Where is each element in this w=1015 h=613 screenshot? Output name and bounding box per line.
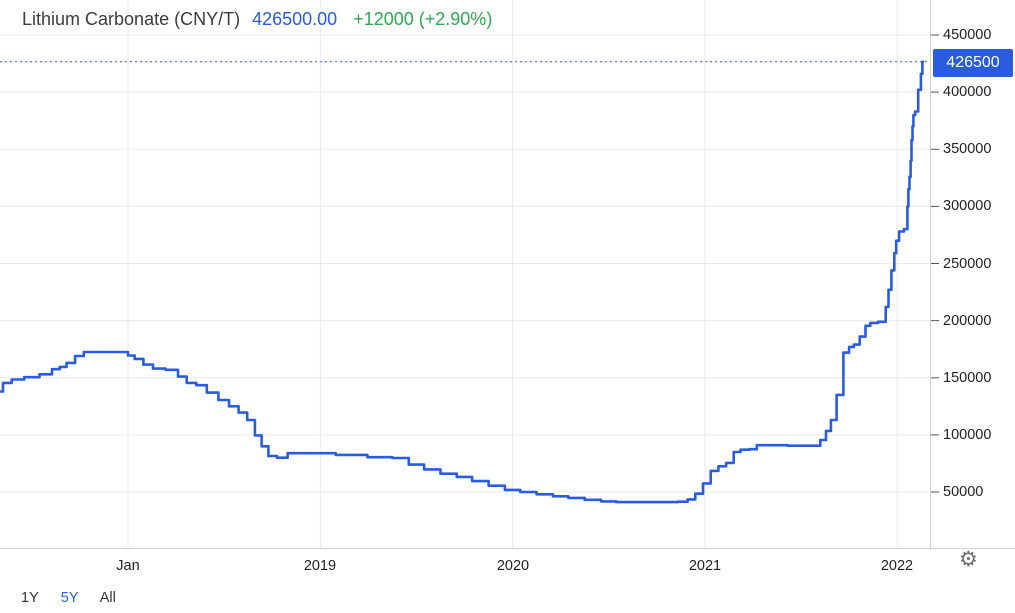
y-axis-label: 350000 (943, 141, 992, 157)
range-button-1y[interactable]: 1Y (21, 590, 39, 606)
y-axis-label: 150000 (943, 370, 992, 386)
range-button-all[interactable]: All (99, 590, 116, 606)
settings-gear-icon[interactable]: ⚙ (959, 547, 978, 571)
x-axis-label: 2021 (688, 558, 722, 574)
x-axis-label: 2019 (303, 558, 337, 574)
x-axis-label: 2020 (496, 558, 530, 574)
instrument-name: Lithium Carbonate (CNY/T) (22, 9, 241, 29)
range-button-5y[interactable]: 5Y (60, 590, 79, 606)
y-axis-label: 300000 (943, 198, 992, 214)
range-selector: 1Y 5Y All (21, 590, 134, 606)
price-line-chart[interactable] (0, 0, 1015, 550)
y-axis-label: 200000 (943, 313, 992, 329)
x-axis-label: 2022 (880, 558, 914, 574)
price-change-value: +12000 (+2.90%) (353, 9, 493, 29)
last-price-value: 426500.00 (252, 9, 338, 29)
y-axis-label: 450000 (943, 27, 992, 43)
y-axis-label: 400000 (943, 84, 992, 100)
x-axis-label: Jan (116, 558, 140, 574)
chart-header: Lithium Carbonate (CNY/T) 426500.00 +120… (22, 8, 492, 30)
y-axis-label: 100000 (943, 427, 992, 443)
y-axis-label: 250000 (943, 256, 992, 272)
last-price-badge: 426500 (933, 49, 1013, 77)
y-axis-label: 50000 (943, 484, 984, 500)
